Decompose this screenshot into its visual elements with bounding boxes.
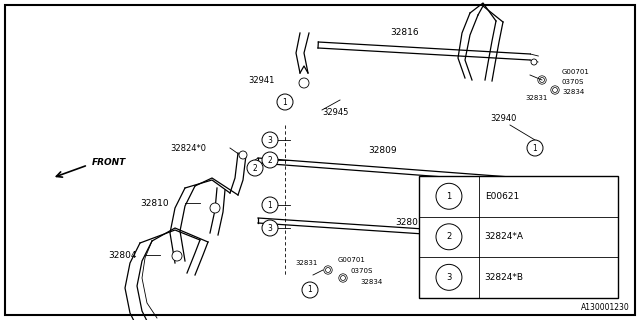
Text: G00701: G00701	[338, 257, 366, 263]
Circle shape	[552, 88, 557, 92]
Text: 1: 1	[446, 192, 452, 201]
Circle shape	[531, 59, 537, 65]
Circle shape	[210, 203, 220, 213]
Bar	[419, 176, 618, 298]
Text: 0370S: 0370S	[562, 79, 584, 85]
Text: FRONT: FRONT	[92, 157, 126, 166]
Circle shape	[527, 140, 543, 156]
Text: 1: 1	[532, 143, 538, 153]
Text: 32816: 32816	[390, 28, 419, 36]
Text: 2: 2	[268, 156, 273, 164]
Circle shape	[436, 224, 462, 250]
Circle shape	[436, 183, 462, 209]
Circle shape	[540, 77, 545, 83]
Text: 0370S: 0370S	[350, 268, 372, 274]
Text: 2: 2	[446, 232, 452, 241]
Circle shape	[592, 239, 598, 245]
Circle shape	[262, 220, 278, 236]
Text: 32809: 32809	[368, 146, 397, 155]
Text: 32945: 32945	[322, 108, 348, 116]
Circle shape	[239, 151, 247, 159]
Text: 32831: 32831	[295, 260, 317, 266]
Circle shape	[436, 264, 462, 290]
Circle shape	[262, 132, 278, 148]
Text: E00621: E00621	[484, 192, 519, 201]
Circle shape	[340, 276, 346, 280]
Text: 32810: 32810	[140, 198, 168, 207]
Text: 32804: 32804	[108, 251, 136, 260]
Text: G00701: G00701	[562, 69, 590, 75]
Circle shape	[277, 94, 293, 110]
Text: 1: 1	[308, 285, 312, 294]
Text: 32940: 32940	[490, 114, 516, 123]
Text: 3: 3	[268, 135, 273, 145]
Circle shape	[302, 282, 318, 298]
Text: 32824*0: 32824*0	[170, 143, 206, 153]
Circle shape	[324, 266, 332, 274]
Circle shape	[299, 78, 309, 88]
Circle shape	[262, 197, 278, 213]
Circle shape	[592, 182, 598, 188]
Text: 32834: 32834	[562, 89, 584, 95]
Text: 1: 1	[283, 98, 287, 107]
Text: A130001230: A130001230	[581, 303, 630, 312]
Text: 32801: 32801	[395, 218, 424, 227]
Text: 2: 2	[253, 164, 257, 172]
Text: 32941: 32941	[248, 76, 275, 84]
Text: 32831: 32831	[525, 95, 547, 101]
Circle shape	[339, 274, 348, 282]
Text: 32824*A: 32824*A	[484, 232, 524, 241]
Text: 32824*B: 32824*B	[484, 273, 524, 282]
Circle shape	[172, 251, 182, 261]
Circle shape	[247, 160, 263, 176]
Text: 32834: 32834	[360, 279, 382, 285]
Circle shape	[538, 76, 546, 84]
Text: 3: 3	[446, 273, 452, 282]
Circle shape	[262, 152, 278, 168]
Text: 3: 3	[268, 223, 273, 233]
Circle shape	[551, 86, 559, 94]
Text: 1: 1	[268, 201, 273, 210]
Circle shape	[326, 268, 330, 272]
